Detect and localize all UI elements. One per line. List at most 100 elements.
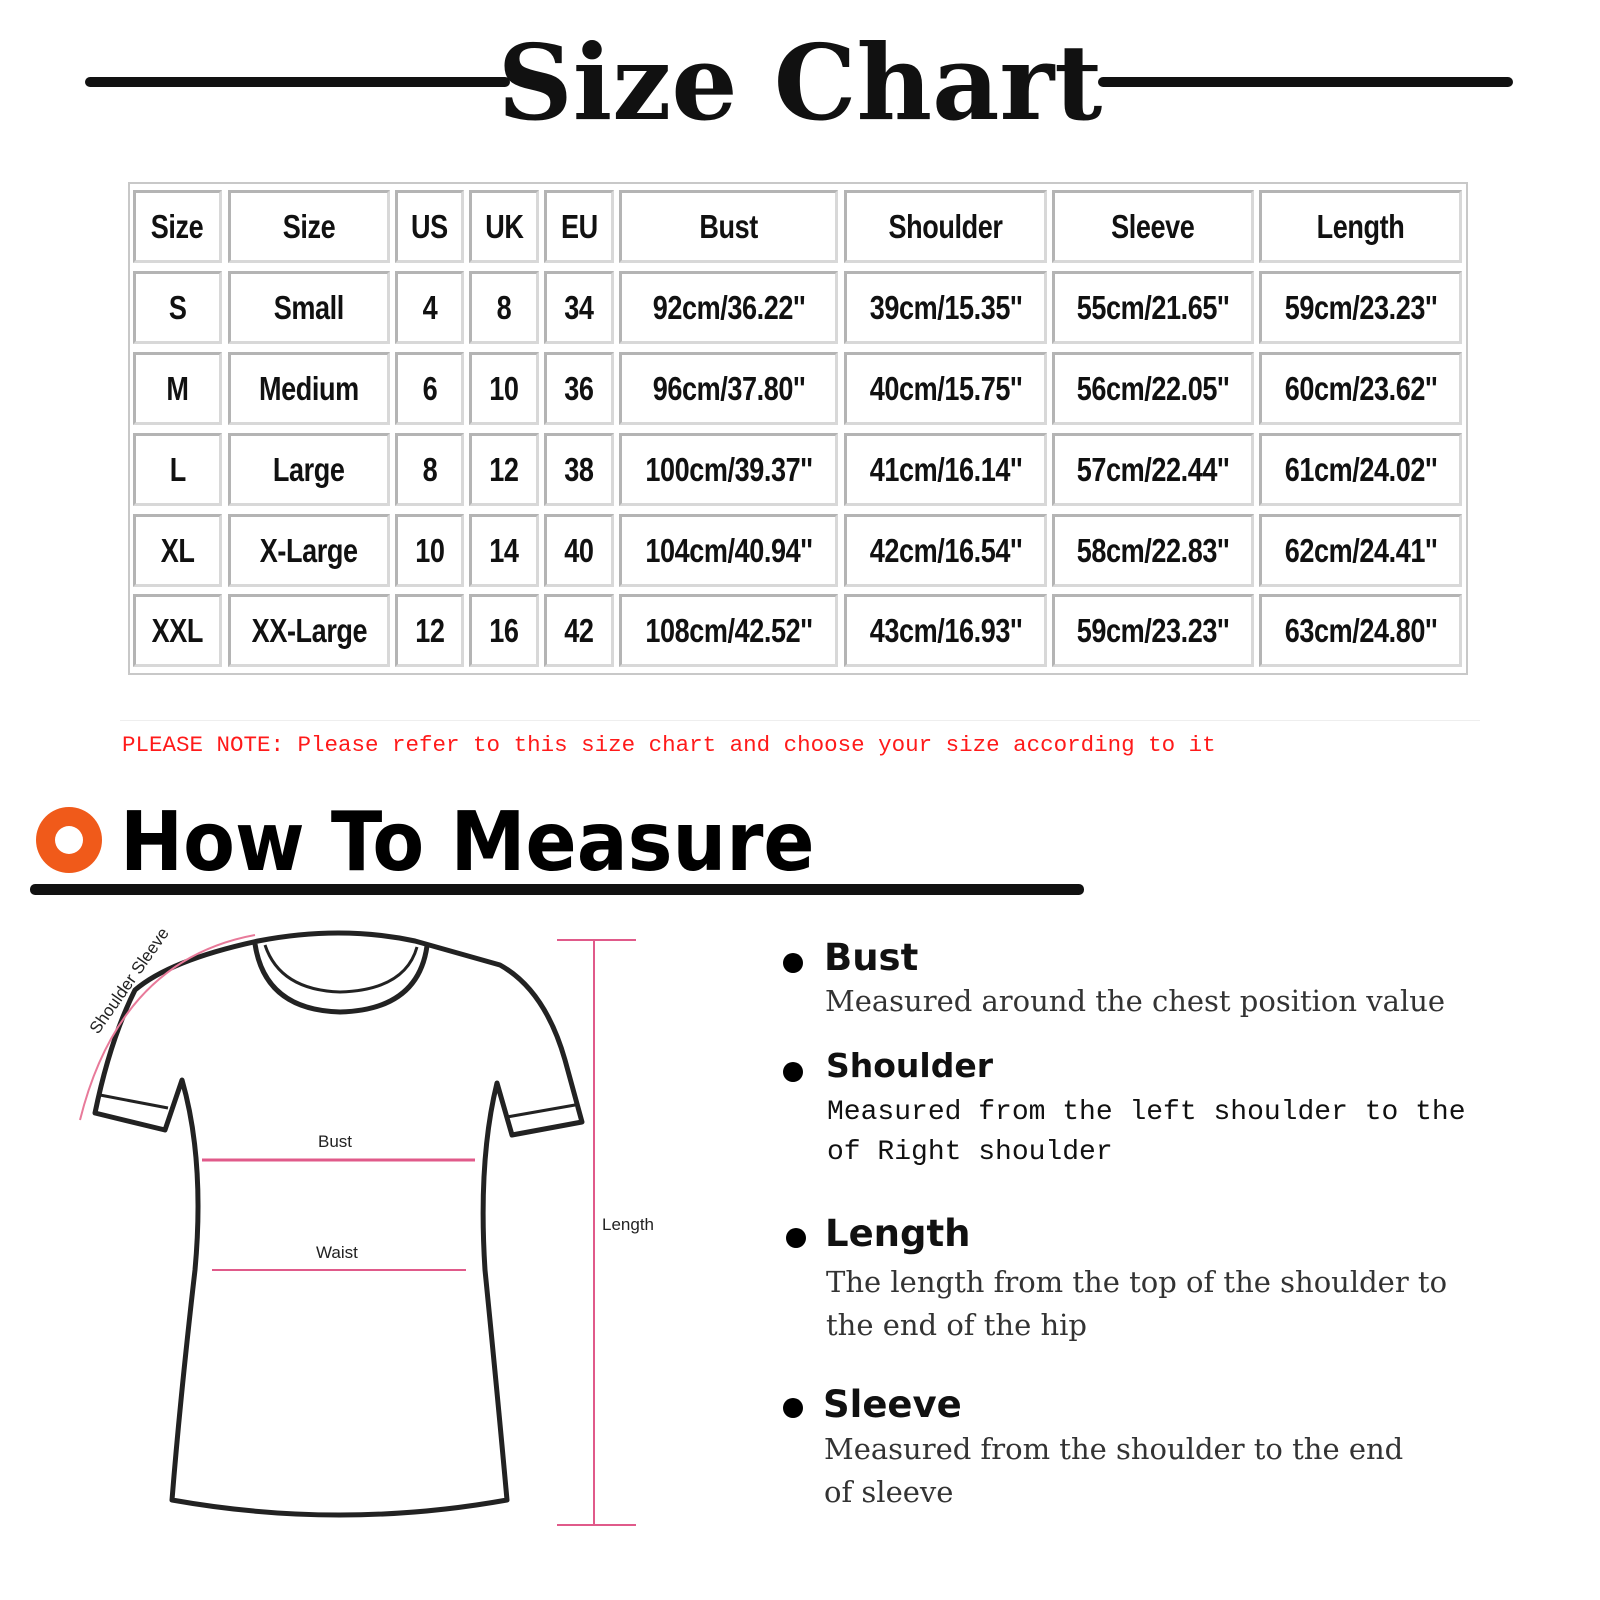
table-header-cell: EU [544,190,614,263]
cell-text: 104cm/40.94'' [644,531,813,569]
measure-item-title: Shoulder [826,1046,994,1085]
cell-text: 12 [414,611,445,649]
cell-text: 61cm/24.02'' [1284,450,1437,488]
table-cell: 108cm/42.52'' [619,594,838,667]
cell-text: 39cm/15.35'' [869,288,1022,326]
table-header-cell: Bust [619,190,838,263]
measure-item-desc: of Right shoulder [827,1137,1113,1168]
cell-text: 59cm/23.23'' [1076,611,1230,649]
table-cell: 43cm/16.93'' [844,594,1047,667]
title-rule-right [1098,77,1513,87]
table-cell: 8 [395,433,464,506]
table-cell: X-Large [228,514,390,587]
table-cell: Large [228,433,390,506]
bullet-icon [783,1062,803,1082]
cell-text: 10 [414,531,445,569]
cell-text: 42cm/16.54'' [869,531,1022,569]
cell-text: 16 [489,611,519,649]
measure-item-title: Bust [824,936,919,979]
table-cell: 4 [395,271,464,344]
table-cell: 42 [544,594,614,667]
tshirt-collar [252,943,430,1015]
table-cell: 42cm/16.54'' [844,514,1047,587]
table-cell: 57cm/22.44'' [1052,433,1254,506]
cell-text: Size [282,207,336,245]
measure-item-desc: Measured from the shoulder to the end [824,1432,1404,1466]
cell-text: Size [151,207,204,245]
waist-label: Waist [316,1243,358,1262]
cell-text: X-Large [260,531,358,569]
cell-text: 96cm/37.80'' [652,369,805,407]
table-cell: 10 [395,514,464,587]
size-table [128,182,1468,675]
table-cell: S [133,271,222,344]
table-cell: 62cm/24.41'' [1259,514,1462,587]
cell-text: Length [1316,207,1405,245]
cell-text: 63cm/24.80'' [1284,611,1437,649]
cell-text: 62cm/24.41'' [1284,531,1437,569]
cell-text: 59cm/23.23'' [1284,288,1437,326]
bullet-icon [783,953,803,973]
cell-text: 41cm/16.14'' [869,450,1022,488]
measure-item-title: Length [825,1212,971,1255]
table-header-cell: Length [1259,190,1462,263]
how-to-measure-rule [30,884,1084,895]
table-cell: 55cm/21.65'' [1052,271,1254,344]
cell-text: Large [273,450,345,488]
table-cell: L [133,433,222,506]
table-cell: 104cm/40.94'' [619,514,838,587]
table-cell: 40cm/15.75'' [844,352,1047,425]
tshirt-diagram: Shoulder Sleeve Bust Waist Length [79,924,654,1526]
page-title: Size Chart [497,21,1103,144]
cell-text: 38 [564,450,594,488]
cell-text: Sleeve [1111,207,1195,245]
bullet-icon [786,1228,806,1248]
table-cell: 59cm/23.23'' [1259,271,1462,344]
table-cell: 56cm/22.05'' [1052,352,1254,425]
cell-text: 6 [422,369,437,407]
table-cell: 41cm/16.14'' [844,433,1047,506]
table-cell: XX-Large [228,594,390,667]
table-cell: 40 [544,514,614,587]
table-header-cell: US [395,190,464,263]
table-cell: 100cm/39.37'' [619,433,838,506]
table-cell: 16 [469,594,539,667]
table-header-cell: Sleeve [1052,190,1254,263]
cell-text: 55cm/21.65'' [1076,288,1230,326]
cell-text: XX-Large [251,611,367,649]
bullet-icon [783,1398,803,1418]
table-cell: 60cm/23.62'' [1259,352,1462,425]
cell-text: 42 [564,611,594,649]
table-cell: 58cm/22.83'' [1052,514,1254,587]
table-cell: 14 [469,514,539,587]
measure-item-desc: Measured around the chest position value [825,984,1446,1018]
cell-text: Small [273,288,345,326]
cell-text: 92cm/36.22'' [652,288,805,326]
table-cell: 59cm/23.23'' [1052,594,1254,667]
table-cell: 61cm/24.02'' [1259,433,1462,506]
table-header-cell: UK [469,190,539,263]
cell-text: 58cm/22.83'' [1076,531,1230,569]
cell-text: 8 [422,450,437,488]
measure-item-title: Sleeve [823,1383,962,1426]
cell-text: 100cm/39.37'' [644,450,813,488]
table-cell: Medium [228,352,390,425]
table-cell: XL [133,514,222,587]
cell-text: Medium [259,369,359,407]
measure-item-desc: the end of the hip [826,1308,1087,1342]
cell-text: 8 [496,288,512,326]
cell-text: UK [484,207,524,245]
table-cell: 10 [469,352,539,425]
cell-text: 12 [489,450,519,488]
cell-text: S [168,288,187,326]
cell-text: L [169,450,186,488]
bust-label: Bust [318,1132,352,1151]
divider [120,720,1480,721]
measure-item-desc: The length from the top of the shoulder … [826,1265,1448,1299]
cell-text: 10 [489,369,519,407]
table-cell: 63cm/24.80'' [1259,594,1462,667]
table-cell: 8 [469,271,539,344]
how-to-measure-title: How To Measure [120,795,815,890]
table-cell: 96cm/37.80'' [619,352,838,425]
